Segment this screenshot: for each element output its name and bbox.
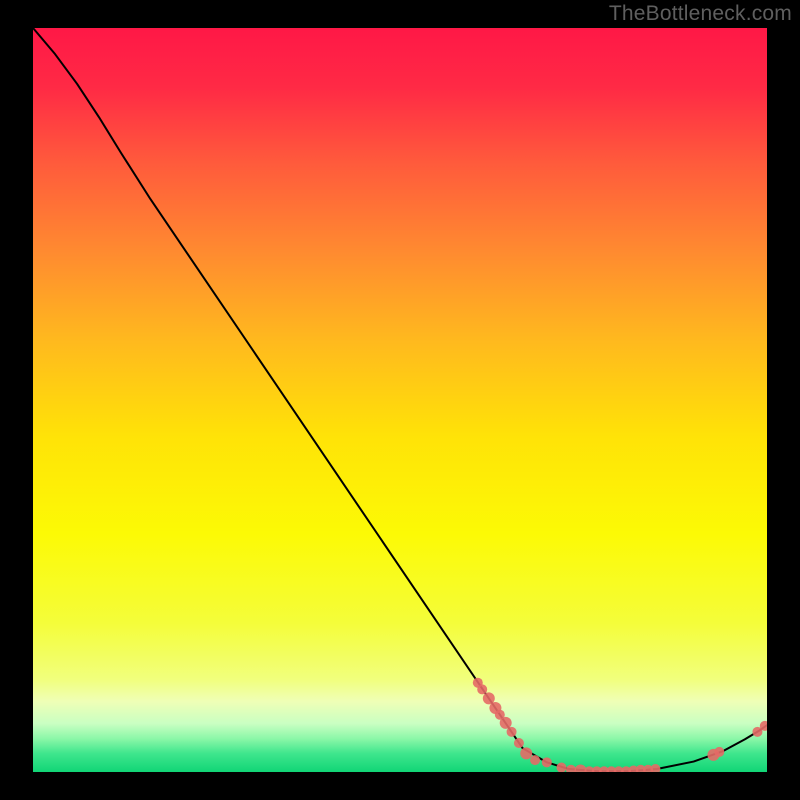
gradient-background <box>33 28 767 772</box>
plot-area <box>33 28 767 772</box>
data-marker <box>542 757 552 767</box>
data-marker <box>520 747 532 759</box>
data-marker <box>477 684 487 694</box>
data-marker <box>514 738 524 748</box>
watermark-text: TheBottleneck.com <box>609 2 792 26</box>
bottleneck-curve-chart <box>33 28 767 772</box>
data-marker <box>507 727 517 737</box>
chart-frame: TheBottleneck.com <box>0 0 800 800</box>
data-marker <box>530 755 540 765</box>
data-marker <box>714 747 724 757</box>
data-marker <box>500 717 512 729</box>
